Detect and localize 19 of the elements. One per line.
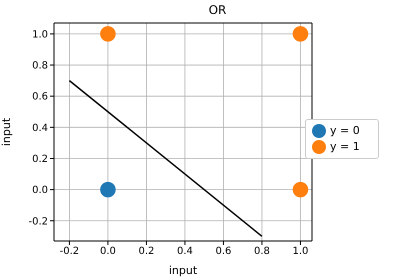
y-tick-label: 1.0 xyxy=(32,29,48,40)
y-tick-label: 0.8 xyxy=(32,60,48,72)
y-tick-label: 0.0 xyxy=(32,185,48,196)
y-tick-label: 0.2 xyxy=(32,154,48,166)
y-tick-label: 0.4 xyxy=(32,122,48,134)
x-tick-label: 0.0 xyxy=(100,246,116,258)
x-tick-label: 0.8 xyxy=(254,246,270,258)
x-tick-label: 0.4 xyxy=(176,246,193,258)
x-tick-label: -0.2 xyxy=(60,246,80,258)
x-axis-title: input xyxy=(168,264,198,277)
x-tick-label: 0.2 xyxy=(138,246,154,258)
x-tick-label: 0.6 xyxy=(215,246,232,258)
chart-title: OR xyxy=(208,3,228,17)
legend-label: y = 1 xyxy=(330,140,360,153)
y-tick-label: 0.6 xyxy=(32,92,48,103)
x-tick-label: 1.0 xyxy=(292,246,308,258)
y-tick-label: -0.2 xyxy=(28,216,48,228)
y-axis-title: input xyxy=(0,117,13,146)
legend-label: y = 0 xyxy=(330,124,360,137)
